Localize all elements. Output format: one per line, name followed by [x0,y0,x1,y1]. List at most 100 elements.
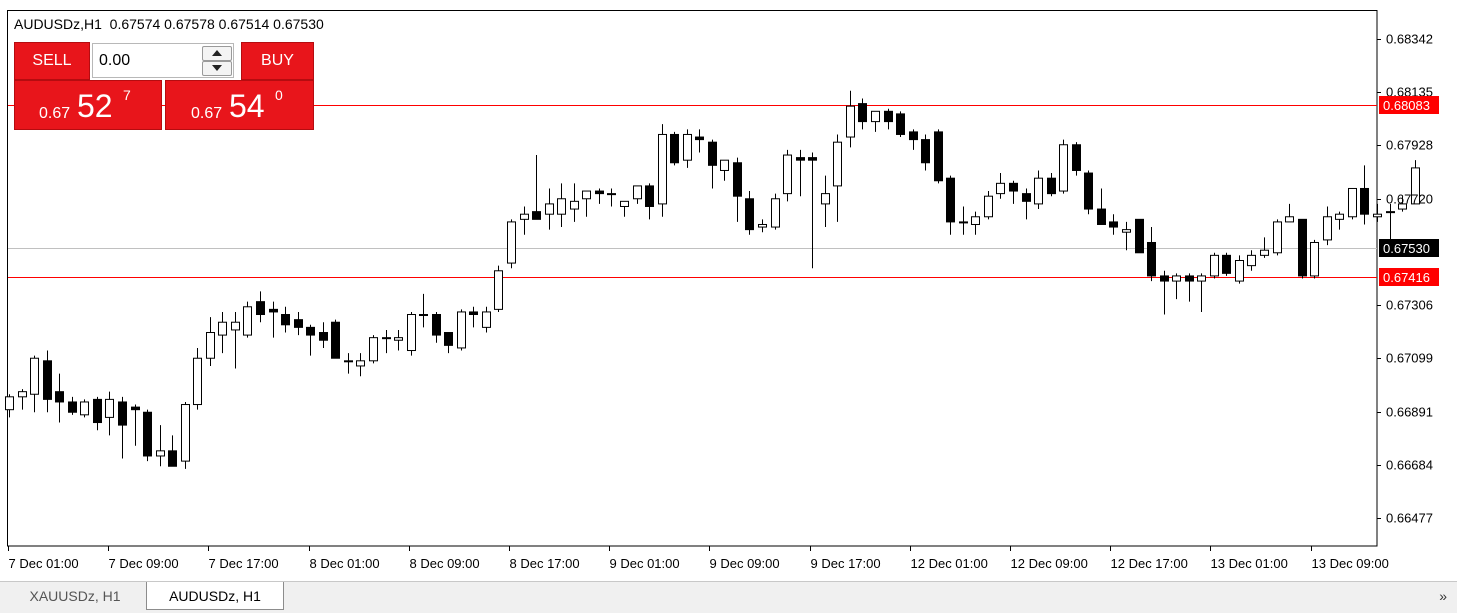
candle [796,149,805,197]
candle [658,124,667,217]
x-tick-label: 8 Dec 09:00 [410,556,480,571]
candle [457,309,466,351]
candle [1022,188,1031,220]
x-tick-label: 8 Dec 17:00 [510,556,580,571]
candle-body [319,332,328,341]
sell-price-fraction: 7 [123,87,131,103]
candle [1034,170,1043,210]
candle [306,324,315,356]
candle-body [1185,275,1194,282]
candle-body [1197,275,1206,282]
candle [984,191,993,220]
candle [582,190,591,217]
candle-body [1147,241,1156,277]
x-tick-label: 12 Dec 01:00 [911,556,988,571]
candle [708,139,717,189]
candle [1160,270,1169,315]
candle [996,173,1005,199]
tab-scroll-right-icon[interactable]: » [1439,588,1447,604]
candle-body [946,177,955,223]
candle-body [1360,187,1369,215]
candle [1097,188,1106,225]
candle [1360,165,1369,225]
candle-body [934,131,943,182]
chart-window[interactable]: 0.68342 0.68135 0.67928 0.67720 0.67306 0.670… [0,0,1457,581]
candle [771,193,780,230]
candle [281,306,290,333]
candle [1197,273,1206,312]
candle [482,306,491,333]
candle [1084,170,1093,215]
candle [607,188,616,207]
candle [1373,203,1382,222]
buy-price-button[interactable]: 0.67 54 0 [165,80,314,130]
price-level-label: 0.67416 [1383,270,1430,285]
candle-body [1323,216,1332,241]
candle [432,311,441,343]
candle-body [1097,208,1106,225]
candle-body [243,306,252,336]
candle-body [469,311,478,316]
candle [231,311,240,369]
candle [670,131,679,166]
candle [745,191,754,235]
volume-up-button[interactable] [202,46,232,61]
candle [206,317,215,366]
plot-frame [7,10,1378,547]
candle [218,311,227,354]
candle [1247,250,1256,271]
symbol-header: AUDUSDz,H1 0.67574 0.67578 0.67514 0.675… [14,16,324,32]
candle [382,329,391,354]
candle-body [758,223,767,228]
candle [1411,160,1420,205]
x-tick-label: 9 Dec 01:00 [610,556,680,571]
y-tick-label: 0.68135 [1386,85,1433,100]
candle [1260,237,1269,258]
candle-body [607,193,616,196]
candle [720,159,729,181]
candle-body [1247,254,1256,267]
candle [319,322,328,348]
x-tick-label: 13 Dec 09:00 [1312,556,1389,571]
candle [469,306,478,328]
tab-audusdz[interactable]: AUDUSDz, H1 [146,582,284,610]
candle-body [771,198,780,228]
candle-body [884,110,893,123]
volume-stepper[interactable] [92,43,234,78]
candle-body [557,198,566,215]
candle [80,399,89,418]
candle-body [457,311,466,349]
candle-body [256,301,265,316]
candle-body [708,141,717,166]
volume-input[interactable] [93,44,204,77]
candle-body [1398,203,1407,210]
candle-body [143,411,152,457]
candle [695,129,704,153]
candle [168,435,177,467]
candle-body [1285,216,1294,223]
candle-body [306,326,315,336]
volume-down-button[interactable] [202,61,232,76]
y-tick-label: 0.66891 [1386,405,1433,420]
x-tick-label: 9 Dec 09:00 [710,556,780,571]
candle [1109,214,1118,235]
y-tick-label: 0.67720 [1386,192,1433,207]
sell-button[interactable]: SELL [14,42,90,80]
tab-xauusdz[interactable]: XAUUSDz, H1 [29,588,121,604]
candle-body [419,314,428,317]
candle-body [181,404,190,462]
candle-body [871,110,880,123]
candle-body [959,221,968,224]
candle [1335,211,1344,230]
candle-body [68,401,77,413]
y-tick-label: 0.67306 [1386,298,1433,313]
candle [959,206,968,235]
candle-body [1210,254,1219,277]
buy-button[interactable]: BUY [241,42,314,80]
candle [407,311,416,356]
candle-body [1059,144,1068,192]
candle [1147,227,1156,282]
candle-body [344,360,353,363]
candle [93,396,102,431]
sell-price-button[interactable]: 0.67 52 7 [14,80,162,130]
